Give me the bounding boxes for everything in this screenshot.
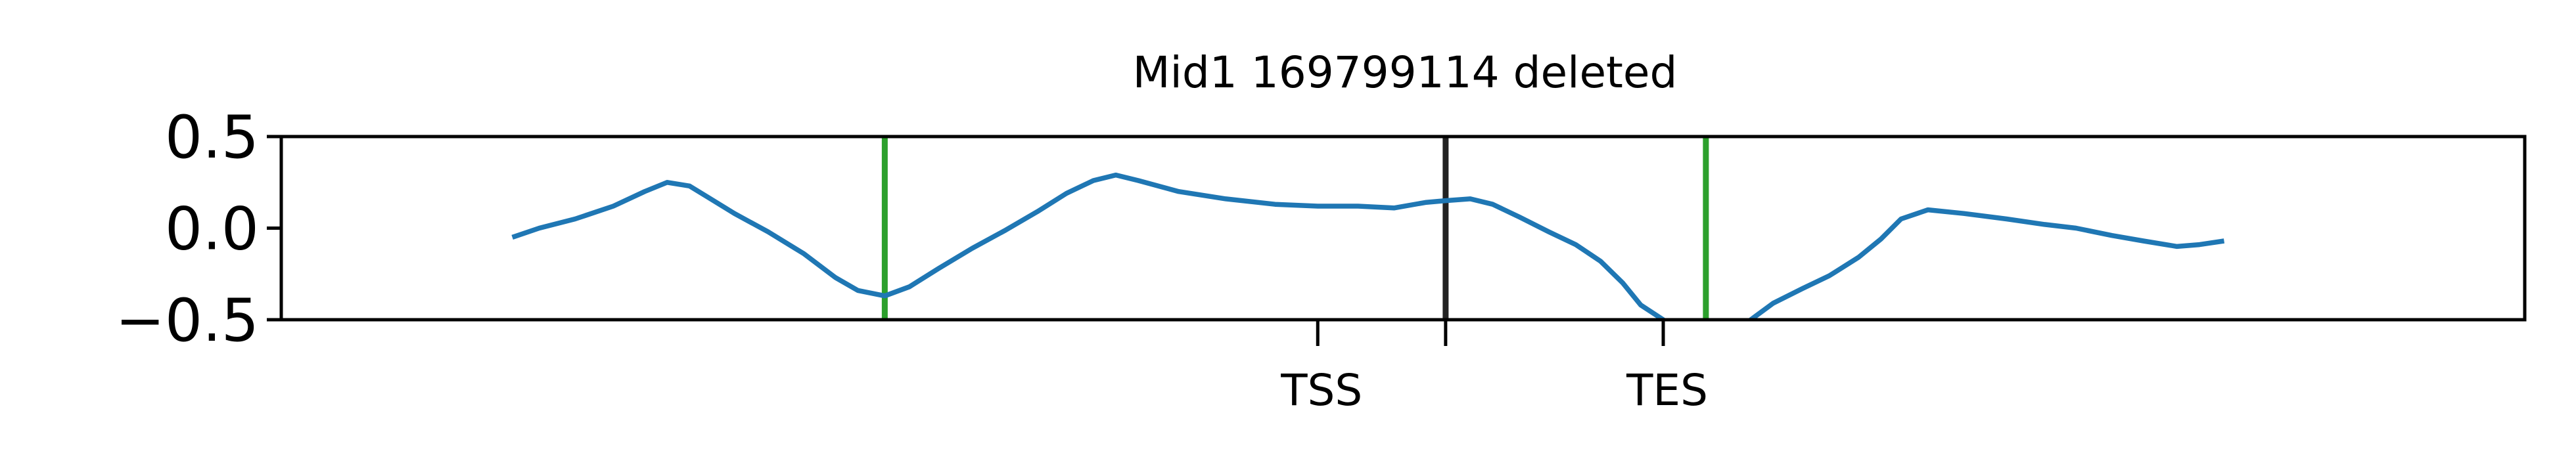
series-line-1: [511, 172, 1667, 320]
y-tick-label-2: 0.0: [165, 195, 259, 264]
x-tick-label-tss: TSS: [1280, 365, 1362, 416]
axes-frame: [279, 135, 2527, 322]
series-line-2: [1747, 207, 2225, 320]
plot-area: 0.5 0.0 −0.5 TSS TES: [115, 103, 2527, 416]
y-tick-label-3: −0.5: [115, 286, 259, 355]
x-tick-label-tes: TES: [1626, 365, 1708, 416]
y-tick-label-1: 0.5: [165, 103, 259, 172]
chart-title: Mid1 169799114 deleted: [1133, 47, 1678, 98]
